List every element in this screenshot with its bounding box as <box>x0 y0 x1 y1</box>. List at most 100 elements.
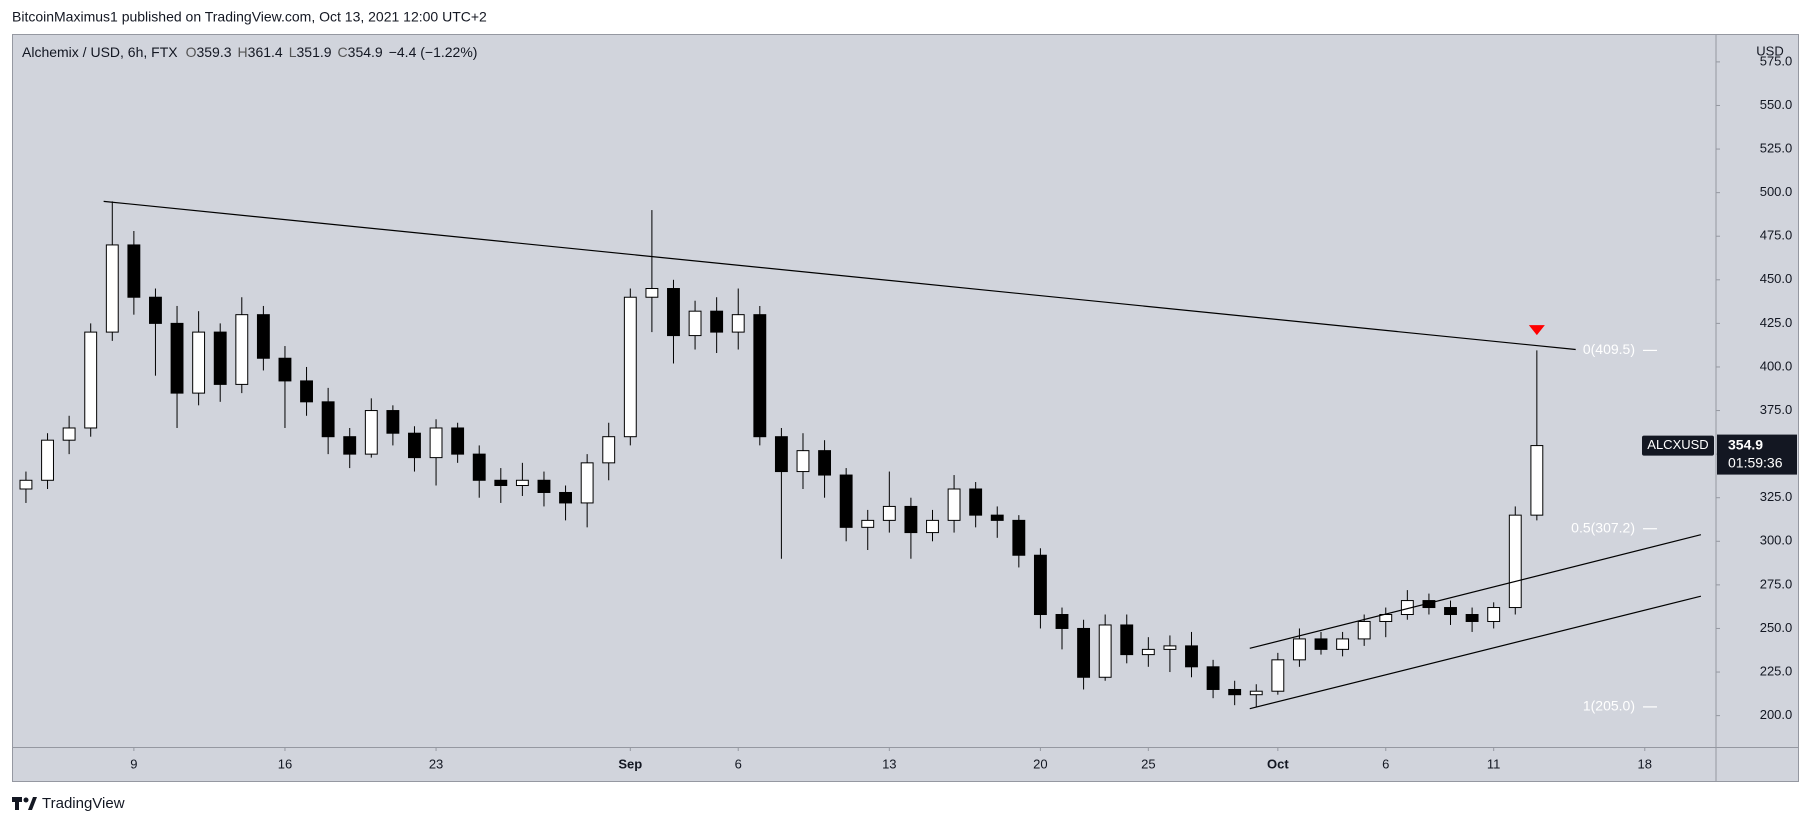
trendline <box>1249 534 1702 649</box>
candle-body <box>796 450 810 473</box>
candle-body <box>213 331 227 385</box>
y-tick-label: 300.0 <box>1760 533 1793 548</box>
fib-label: 1(205.0) <box>1583 698 1635 714</box>
candle-body <box>192 331 206 394</box>
candle-body <box>127 244 141 298</box>
candle-body <box>170 322 184 394</box>
candle-body <box>580 462 594 504</box>
symbol-tag <box>1642 435 1714 456</box>
candle-body <box>1033 554 1047 616</box>
trendline <box>1249 595 1702 710</box>
candle-body <box>537 479 551 493</box>
candle-body <box>861 519 875 528</box>
candle-body <box>1055 614 1069 629</box>
y-tick-label: 450.0 <box>1760 271 1793 286</box>
candle-body <box>645 288 659 298</box>
candle-body <box>947 488 961 521</box>
candle-body <box>256 314 270 359</box>
candle-body <box>1098 624 1112 678</box>
price-tag <box>1717 434 1797 475</box>
candle-body <box>882 505 896 521</box>
candle-body <box>753 314 767 438</box>
candle-body <box>990 514 1004 521</box>
candle-body <box>84 331 98 429</box>
y-tick-label: 250.0 <box>1760 620 1793 635</box>
ohlc-value: 361.4 <box>248 44 283 60</box>
candle-body <box>667 288 680 337</box>
candle-body <box>343 436 357 455</box>
candle-body <box>602 436 616 464</box>
y-tick-label: 275.0 <box>1760 576 1793 591</box>
footer-brand: TradingView <box>42 795 125 812</box>
candle-body <box>494 479 508 487</box>
candle-body <box>1444 607 1457 616</box>
candle-body <box>451 427 465 455</box>
candle-body <box>1530 445 1544 516</box>
trendline <box>103 200 1576 351</box>
candle-body <box>623 296 637 438</box>
candle-body <box>386 410 400 434</box>
y-tick-label: 325.0 <box>1760 489 1793 504</box>
y-tick-label: 525.0 <box>1760 140 1793 155</box>
candle-body <box>904 505 918 534</box>
y-tick-label: 400.0 <box>1760 358 1793 373</box>
x-tick-label: 16 <box>278 756 292 771</box>
candle-body <box>969 488 983 516</box>
candle-body <box>19 479 33 490</box>
candle-body <box>1465 614 1479 622</box>
candle-body <box>278 357 292 382</box>
x-tick-label: 25 <box>1141 756 1155 771</box>
candle-body <box>1206 666 1220 690</box>
candle-body <box>408 432 421 459</box>
symbol-header: Alchemix / USD, 6h, FTX O359.3 H361.4 L351.… <box>22 44 477 60</box>
candle-body <box>472 453 486 481</box>
candle-body <box>41 439 54 481</box>
candle-body <box>1012 519 1026 556</box>
candle-body <box>300 380 313 403</box>
footer-logo <box>12 797 37 810</box>
ohlc-label: O <box>186 44 197 60</box>
fib-label: 0.5(307.2) <box>1571 519 1635 535</box>
candle-body <box>710 310 724 333</box>
y-tick-label: 425.0 <box>1760 315 1793 330</box>
candle-body <box>818 450 832 476</box>
ohlc-label: L <box>289 44 297 60</box>
candle-body <box>105 244 119 333</box>
candle-body <box>1487 607 1501 622</box>
candle-body <box>774 436 788 473</box>
symbol-tag-label: ALCXUSD <box>1647 437 1708 452</box>
x-tick-label: 20 <box>1033 756 1047 771</box>
candle-body <box>1314 638 1328 650</box>
candle-body <box>688 310 702 337</box>
x-tick-label: 11 <box>1487 756 1501 771</box>
ohlc-value: 351.9 <box>297 44 332 60</box>
candle-body <box>515 479 529 487</box>
candle-body <box>839 474 853 528</box>
candle-body <box>1422 600 1436 609</box>
x-tick-label: Sep <box>618 756 642 771</box>
x-tick-label: 23 <box>429 756 443 771</box>
ohlc-label: C <box>338 44 348 60</box>
axis-unit: USD <box>1756 43 1783 58</box>
y-tick-label: 375.0 <box>1760 402 1793 417</box>
y-tick-label: 200.0 <box>1760 707 1793 722</box>
y-tick-label: 575.0 <box>1760 53 1793 68</box>
fib-label: 0(409.5) <box>1583 341 1635 357</box>
x-tick-label: 6 <box>735 756 742 771</box>
candle-body <box>1508 514 1522 609</box>
published-line: BitcoinMaximus1 published on TradingView… <box>12 9 487 25</box>
candle-body <box>1271 659 1285 692</box>
candle-body <box>1292 638 1306 661</box>
ohlc-value: 354.9 <box>348 44 383 60</box>
ohlc-value: 359.3 <box>196 44 231 60</box>
candle-body <box>1185 645 1198 668</box>
y-tick-label: 225.0 <box>1760 663 1793 678</box>
candle-body <box>1077 627 1091 678</box>
candle-body <box>235 314 249 385</box>
candle-body <box>149 296 162 324</box>
x-tick-label: 6 <box>1382 756 1389 771</box>
candle-body <box>1120 624 1134 656</box>
candle-body <box>1336 638 1350 650</box>
y-tick-label: 550.0 <box>1760 97 1793 112</box>
